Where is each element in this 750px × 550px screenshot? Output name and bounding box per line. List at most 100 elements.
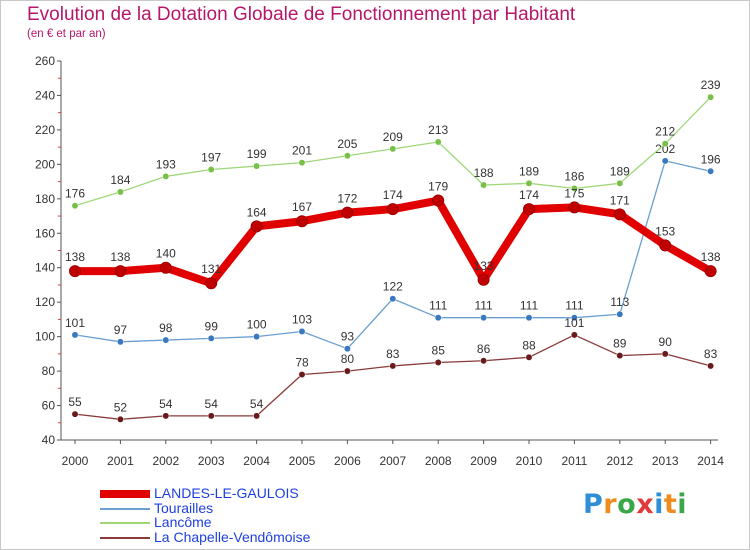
data-point-landes-le-gaulois bbox=[250, 220, 263, 233]
y-tick-label: 180 bbox=[35, 192, 55, 206]
legend-label: Tourailles bbox=[154, 500, 214, 516]
x-tick-label: 2010 bbox=[516, 454, 543, 468]
y-tick-label: 80 bbox=[42, 364, 56, 378]
data-label-la-chapelle-vend-moise: 83 bbox=[386, 347, 400, 361]
data-point-landes-le-gaulois bbox=[568, 201, 581, 214]
data-label-lanc-me: 186 bbox=[564, 169, 584, 183]
x-tick-label: 2004 bbox=[243, 454, 270, 468]
x-tick-label: 2002 bbox=[152, 454, 179, 468]
logo-letter: t bbox=[663, 489, 678, 520]
data-label-tourailles: 99 bbox=[205, 319, 219, 333]
data-point-la-chapelle-vend-moise bbox=[71, 410, 79, 418]
data-label-lanc-me: 176 bbox=[65, 187, 85, 201]
data-label-la-chapelle-vend-moise: 54 bbox=[205, 397, 219, 411]
data-label-la-chapelle-vend-moise: 78 bbox=[295, 356, 309, 370]
data-label-la-chapelle-vend-moise: 80 bbox=[341, 352, 355, 366]
data-label-landes-le-gaulois: 179 bbox=[428, 180, 448, 194]
data-point-landes-le-gaulois bbox=[341, 206, 354, 219]
data-point-lanc-me bbox=[298, 159, 306, 167]
x-tick-label: 2001 bbox=[107, 454, 134, 468]
data-point-tourailles bbox=[298, 328, 306, 335]
data-label-landes-le-gaulois: 175 bbox=[564, 186, 584, 200]
data-label-lanc-me: 188 bbox=[474, 166, 494, 180]
data-point-lanc-me bbox=[116, 188, 124, 196]
data-point-lanc-me bbox=[570, 185, 578, 192]
data-label-tourailles: 111 bbox=[565, 299, 584, 313]
data-point-la-chapelle-vend-moise bbox=[298, 371, 306, 378]
data-label-la-chapelle-vend-moise: 54 bbox=[250, 397, 264, 411]
data-point-tourailles bbox=[162, 336, 170, 344]
legend-swatch bbox=[100, 489, 150, 498]
x-tick-label: 2000 bbox=[62, 454, 89, 468]
data-point-tourailles bbox=[616, 310, 624, 318]
data-point-la-chapelle-vend-moise bbox=[207, 412, 215, 420]
legend-item: LANDES-LE-GAULOIS bbox=[100, 486, 299, 501]
data-point-lanc-me bbox=[207, 166, 215, 173]
data-label-tourailles: 97 bbox=[114, 323, 128, 337]
data-label-tourailles: 111 bbox=[474, 299, 493, 313]
data-label-la-chapelle-vend-moise: 101 bbox=[564, 316, 584, 330]
data-label-lanc-me: 205 bbox=[337, 137, 357, 151]
data-label-landes-le-gaulois: 164 bbox=[247, 205, 267, 219]
data-label-lanc-me: 193 bbox=[156, 157, 176, 171]
logo-letter: x bbox=[636, 489, 655, 520]
data-label-lanc-me: 189 bbox=[610, 164, 630, 178]
x-tick-label: 2011 bbox=[561, 454, 587, 468]
data-point-la-chapelle-vend-moise bbox=[116, 415, 124, 423]
data-label-landes-le-gaulois: 138 bbox=[701, 250, 721, 264]
proxiti-logo[interactable]: Proxiti bbox=[583, 489, 687, 520]
data-point-landes-le-gaulois bbox=[613, 208, 626, 221]
logo-letter: o bbox=[617, 489, 637, 520]
legend-item: Tourailles bbox=[100, 501, 213, 516]
data-point-tourailles bbox=[71, 331, 79, 339]
data-label-landes-le-gaulois: 174 bbox=[383, 188, 403, 202]
y-tick-label: 100 bbox=[35, 330, 55, 344]
chart-subtitle: (en € et par an) bbox=[27, 28, 106, 40]
data-label-tourailles: 122 bbox=[383, 280, 403, 294]
data-point-landes-le-gaulois bbox=[159, 261, 172, 274]
data-point-tourailles bbox=[661, 157, 669, 165]
data-point-lanc-me bbox=[661, 140, 669, 148]
data-point-la-chapelle-vend-moise bbox=[707, 362, 715, 370]
y-tick-label: 60 bbox=[42, 399, 56, 413]
data-label-lanc-me: 239 bbox=[701, 78, 721, 92]
y-tick-label: 260 bbox=[35, 54, 55, 68]
y-tick-label: 40 bbox=[42, 433, 56, 447]
data-label-lanc-me: 184 bbox=[110, 173, 130, 187]
legend-swatch bbox=[100, 521, 150, 524]
data-point-la-chapelle-vend-moise bbox=[162, 412, 170, 420]
data-point-lanc-me bbox=[525, 179, 533, 187]
data-label-la-chapelle-vend-moise: 85 bbox=[432, 343, 446, 357]
data-point-tourailles bbox=[253, 333, 261, 341]
data-point-la-chapelle-vend-moise bbox=[525, 353, 533, 361]
data-point-lanc-me bbox=[253, 162, 261, 170]
data-label-lanc-me: 213 bbox=[428, 123, 448, 137]
data-label-lanc-me: 212 bbox=[655, 125, 675, 139]
data-point-la-chapelle-vend-moise bbox=[434, 359, 442, 366]
data-point-landes-le-gaulois bbox=[704, 265, 717, 278]
data-point-landes-le-gaulois bbox=[69, 265, 81, 278]
data-label-landes-le-gaulois: 172 bbox=[337, 192, 357, 206]
data-label-tourailles: 196 bbox=[701, 152, 721, 166]
legend-item: Lancôme bbox=[100, 515, 212, 530]
data-label-tourailles: 100 bbox=[247, 318, 267, 332]
data-label-lanc-me: 209 bbox=[383, 130, 403, 144]
data-point-landes-le-gaulois bbox=[296, 215, 308, 228]
data-point-landes-le-gaulois bbox=[659, 239, 672, 252]
data-label-la-chapelle-vend-moise: 86 bbox=[477, 342, 491, 356]
data-point-tourailles bbox=[570, 314, 578, 322]
data-point-tourailles bbox=[434, 314, 442, 322]
x-tick-label: 2003 bbox=[198, 454, 225, 468]
data-label-landes-le-gaulois: 174 bbox=[519, 188, 539, 202]
data-label-lanc-me: 201 bbox=[292, 144, 312, 158]
legend-swatch bbox=[100, 536, 150, 539]
data-label-tourailles: 98 bbox=[159, 321, 173, 335]
data-label-la-chapelle-vend-moise: 52 bbox=[114, 400, 128, 414]
legend-label: La Chapelle-Vendômoise bbox=[154, 529, 311, 545]
data-point-tourailles bbox=[343, 345, 351, 353]
legend-label: LANDES-LE-GAULOIS bbox=[154, 485, 299, 501]
data-point-landes-le-gaulois bbox=[523, 203, 535, 216]
data-point-la-chapelle-vend-moise bbox=[616, 352, 624, 360]
data-point-lanc-me bbox=[343, 152, 351, 160]
data-point-la-chapelle-vend-moise bbox=[253, 412, 261, 420]
